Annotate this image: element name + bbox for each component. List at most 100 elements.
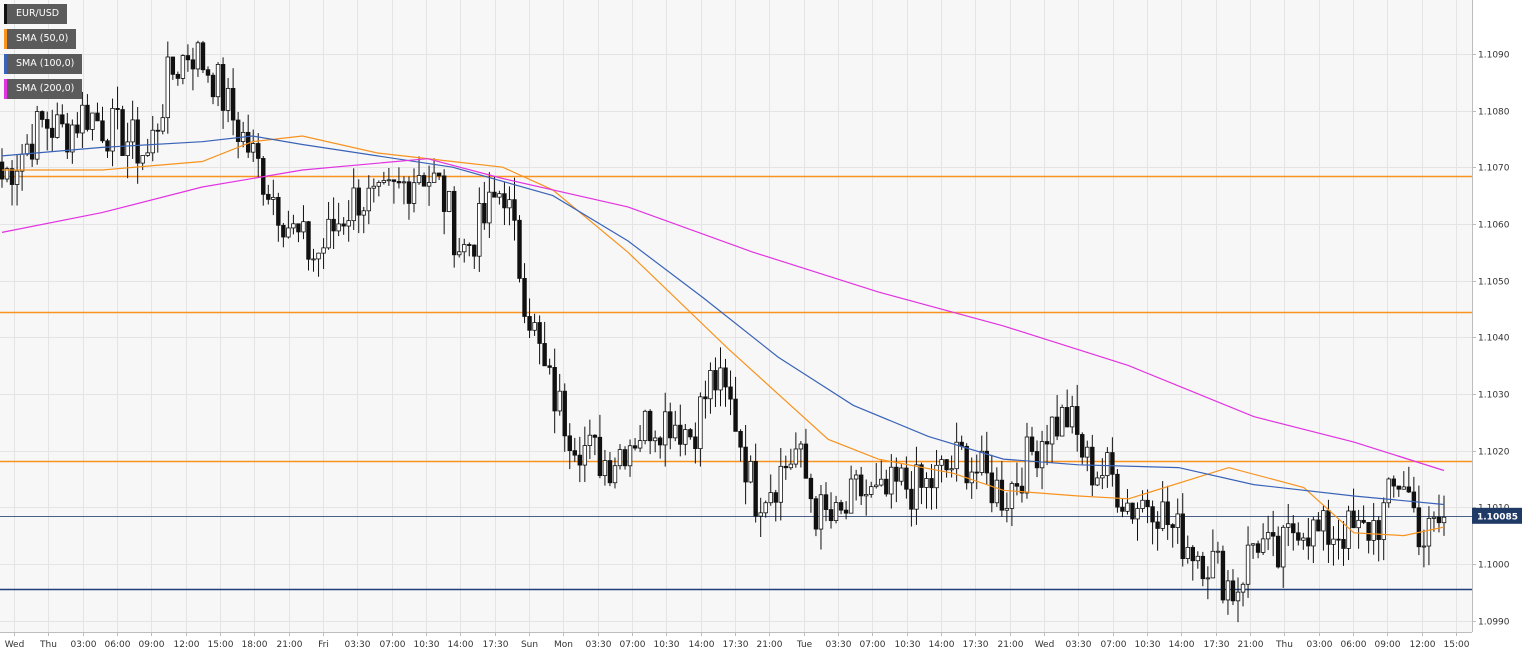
candle-body	[1240, 583, 1246, 593]
candle-body	[1205, 577, 1211, 580]
candle-body	[1140, 499, 1145, 509]
candle-body	[542, 343, 547, 367]
candle-body	[1145, 499, 1150, 508]
candle-body	[713, 370, 718, 391]
candle-body	[632, 445, 638, 449]
candle-body	[391, 179, 397, 182]
candle-body	[85, 104, 90, 130]
candle-body	[547, 365, 552, 368]
candle-body	[1200, 555, 1206, 580]
candle-body	[45, 119, 50, 129]
candle-body	[1396, 485, 1401, 490]
candle-body	[532, 322, 537, 331]
candle-body	[874, 484, 879, 488]
x-tick-label: 14:00	[1169, 640, 1195, 650]
candle-body	[1311, 519, 1316, 547]
candle-body	[34, 111, 40, 160]
candle-body	[1416, 507, 1422, 548]
y-tick-label: 1.1000	[1478, 561, 1510, 571]
candle-body	[949, 468, 954, 471]
candle-body	[1100, 475, 1105, 479]
candle-body	[4, 168, 10, 180]
candle-body	[1165, 501, 1170, 526]
candle-body	[180, 55, 186, 79]
candle-body	[1125, 502, 1130, 512]
candle-body	[924, 478, 929, 488]
candle-body	[472, 244, 477, 257]
candle-body	[381, 180, 387, 183]
candle-body	[818, 494, 824, 530]
candle-body	[276, 196, 281, 226]
candle-body	[125, 141, 130, 157]
x-tick-label: Sun	[521, 640, 538, 650]
x-tick-label: 21:00	[998, 640, 1024, 650]
candle-body	[356, 187, 361, 216]
legend-item-sma50[interactable]: SMA (50,0)	[4, 29, 77, 49]
candle-body	[813, 498, 819, 530]
candle-body	[225, 87, 231, 111]
candle-body	[904, 467, 909, 490]
legend: EUR/USD SMA (50,0) SMA (100,0) SMA (200,…	[4, 4, 83, 104]
candle-body	[1049, 416, 1055, 445]
candle-body	[220, 64, 226, 111]
candle-body	[828, 509, 834, 522]
candle-body	[215, 64, 221, 98]
candle-body	[1391, 478, 1396, 487]
candle-body	[567, 435, 572, 452]
horizontal-levels	[0, 175, 1472, 591]
candle-body	[50, 127, 55, 138]
candle-body	[376, 182, 382, 187]
candle-body	[371, 185, 377, 189]
candle-body	[1371, 520, 1376, 541]
legend-item-sma200[interactable]: SMA (200,0)	[4, 79, 83, 99]
candle-body	[462, 244, 467, 253]
candle-body	[627, 445, 633, 467]
candle-body	[889, 466, 894, 495]
legend-swatch-sma100	[4, 54, 7, 74]
candle-body	[1135, 508, 1140, 520]
candle-body	[1270, 532, 1276, 537]
candle-body	[416, 175, 422, 184]
legend-label-eurusd: EUR/USD	[16, 8, 60, 19]
y-tick-label: 1.0990	[1478, 618, 1510, 628]
candle-body	[19, 153, 25, 172]
x-tick-label: 21:00	[757, 640, 783, 650]
candle-body	[1326, 510, 1331, 545]
x-tick-label: 07:00	[860, 640, 886, 650]
candle-body	[1291, 523, 1296, 534]
x-tick-label: 09:00	[1375, 640, 1401, 650]
candle-body	[175, 73, 181, 79]
candle-body	[517, 219, 522, 279]
candle-body	[301, 221, 306, 233]
candle-body	[266, 193, 271, 200]
legend-item-sma100[interactable]: SMA (100,0)	[4, 54, 83, 74]
candle-body	[1009, 483, 1015, 509]
candle-body	[1160, 501, 1165, 529]
candle-body	[406, 181, 412, 204]
candle-body	[230, 87, 236, 121]
candle-body	[879, 478, 884, 486]
candle-body	[467, 244, 472, 246]
candle-body	[65, 123, 70, 153]
x-tick-label: 12:00	[174, 640, 200, 650]
x-tick-label: 21:00	[277, 640, 303, 650]
candles	[0, 40, 1447, 623]
candle-body	[1220, 550, 1226, 601]
legend-swatch-sma200	[4, 79, 7, 99]
candle-body	[251, 143, 256, 153]
candle-body	[165, 56, 171, 119]
candle-body	[708, 370, 713, 400]
y-tick-label: 1.1050	[1478, 278, 1510, 288]
candle-body	[1024, 436, 1030, 494]
candle-body	[753, 461, 758, 517]
candle-body	[70, 124, 75, 153]
x-tick-label: 06:00	[1341, 640, 1367, 650]
candle-body	[894, 466, 899, 482]
candle-body	[537, 322, 542, 344]
x-axis: Wed Thu 03:00 06:00 09:00 12:00 15:00 18:00 21:0…	[5, 632, 1470, 650]
x-tick-label: 03:30	[345, 640, 371, 650]
candle-body	[1436, 516, 1442, 524]
legend-item-eurusd[interactable]: EUR/USD	[4, 4, 68, 24]
candle-body	[1386, 478, 1391, 504]
